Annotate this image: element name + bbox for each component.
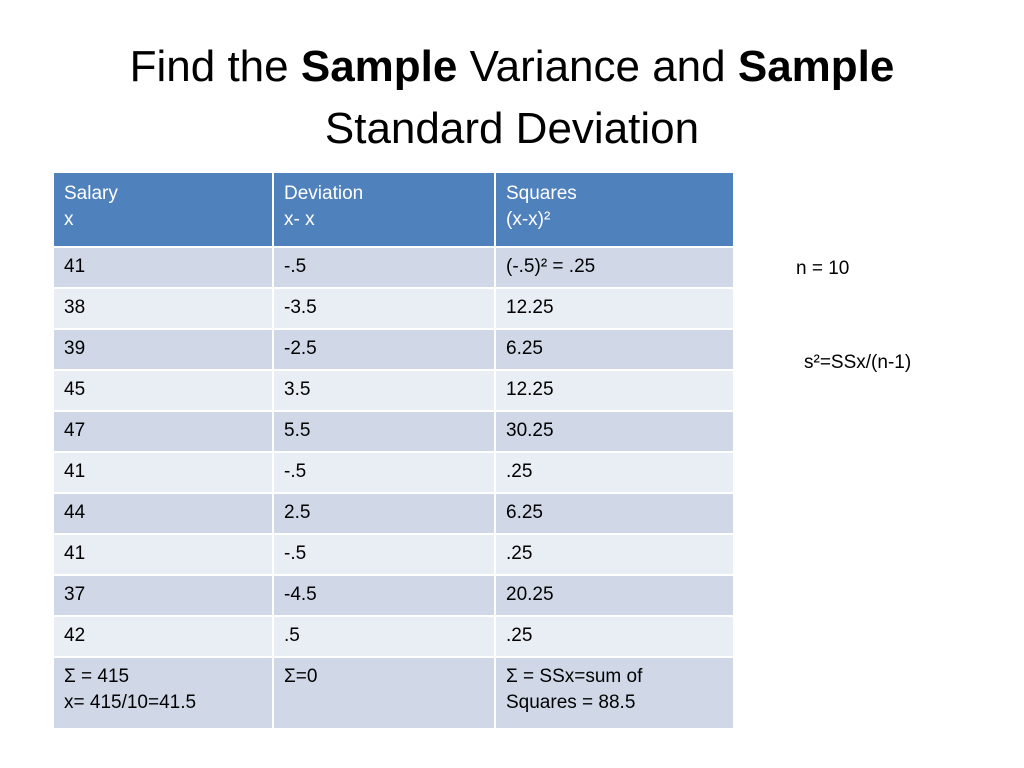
- table-row: 41 -.5.25: [52, 533, 735, 576]
- table-cell: 20.25: [494, 574, 735, 617]
- cell-line: Deviation: [284, 183, 364, 204]
- table-cell: .5: [272, 615, 496, 658]
- table-row: 41 -.5 (-.5)² = .25: [52, 246, 735, 289]
- table-cell: 41: [52, 246, 274, 289]
- table-cell: -.5: [272, 246, 496, 289]
- header-cell: Deviation x- x: [272, 171, 496, 248]
- table-cell: .25: [494, 451, 735, 494]
- header-row: Salary x Deviation x- x Squares (x-x)²: [52, 171, 735, 248]
- header-cell: Squares (x-x)²: [494, 171, 735, 248]
- table-row: 37 -4.5 20.25: [52, 574, 735, 617]
- table-cell: 2.5: [272, 492, 496, 535]
- cell-line: x= 415/10=41.5: [64, 692, 197, 713]
- table-cell: 6.25: [494, 328, 735, 371]
- totals-cell: Σ = 415 x= 415/10=41.5: [52, 656, 274, 730]
- title-part: Variance and: [457, 42, 738, 91]
- table-cell: .25: [494, 615, 735, 658]
- totals-cell: Σ=0: [272, 656, 496, 730]
- totals-cell: Σ = SSx=sum of Squares = 88.5: [494, 656, 735, 730]
- note: s²=SSx/(n-1): [804, 352, 912, 373]
- table-cell: 47: [52, 410, 274, 453]
- cell-line: Squares: [506, 183, 577, 204]
- table-cell: 12.25: [494, 287, 735, 330]
- cell-line: x- x: [284, 209, 315, 230]
- table-cell: 41: [52, 451, 274, 494]
- table-cell: 5.5: [272, 410, 496, 453]
- cell-line: Squares = 88.5: [506, 692, 636, 713]
- table-cell: -2.5: [272, 328, 496, 371]
- table-row: 44 2.5 6.25: [52, 492, 735, 535]
- table-row: 47 5.5 30.25: [52, 410, 735, 453]
- cell-line: Σ=0: [284, 666, 318, 687]
- title-line: Standard Deviation: [324, 104, 700, 153]
- table-cell: .25: [494, 533, 735, 576]
- table-row: 39 -2.5 6.25: [52, 328, 735, 371]
- table-cell: (-.5)² = .25: [494, 246, 735, 289]
- table-cell: -3.5: [272, 287, 496, 330]
- table-cell: -.5: [272, 451, 496, 494]
- table-cell: 45: [52, 369, 274, 412]
- table-cell: 30.25: [494, 410, 735, 453]
- cell-line: Σ = 415: [64, 666, 130, 687]
- cell-line: Salary: [64, 183, 118, 204]
- table-row: 42.5.25: [52, 615, 735, 658]
- table-cell: 42: [52, 615, 274, 658]
- table-cell: -4.5: [272, 574, 496, 617]
- table-row: 45 3.5 12.25: [52, 369, 735, 412]
- title-part: Find the: [129, 42, 301, 91]
- totals-row: Σ = 415 x= 415/10=41.5 Σ=0 Σ = SSx=sum of Sq…: [52, 656, 735, 730]
- cell-line: (x-x)²: [506, 209, 551, 230]
- title-line: Find the Sample Variance and Sample: [0, 36, 1024, 98]
- title-part: Sample: [737, 42, 895, 91]
- table-cell: 39: [52, 328, 274, 371]
- table-cell: 6.25: [494, 492, 735, 535]
- table-cell: -.5: [272, 533, 496, 576]
- header-cell: Salary x: [52, 171, 274, 248]
- note: n = 10: [796, 258, 850, 279]
- table-row: 38 -3.5 12.25: [52, 287, 735, 330]
- data-table: Salary x Deviation x- x Squares (x-x)² 41 -.5 (-…: [52, 171, 735, 730]
- table-cell: 41: [52, 533, 274, 576]
- table-cell: 37: [52, 574, 274, 617]
- cell-line: Σ = SSx=sum of: [506, 666, 643, 687]
- table-cell: 12.25: [494, 369, 735, 412]
- table-cell: 38: [52, 287, 274, 330]
- table-cell: 3.5: [272, 369, 496, 412]
- table-row: 41 -.5.25: [52, 451, 735, 494]
- slide-title: Find the Sample Variance and Sample Stan…: [0, 36, 1024, 160]
- table-cell: 44: [52, 492, 274, 535]
- cell-line: x: [64, 209, 74, 230]
- title-part: Sample: [300, 42, 458, 91]
